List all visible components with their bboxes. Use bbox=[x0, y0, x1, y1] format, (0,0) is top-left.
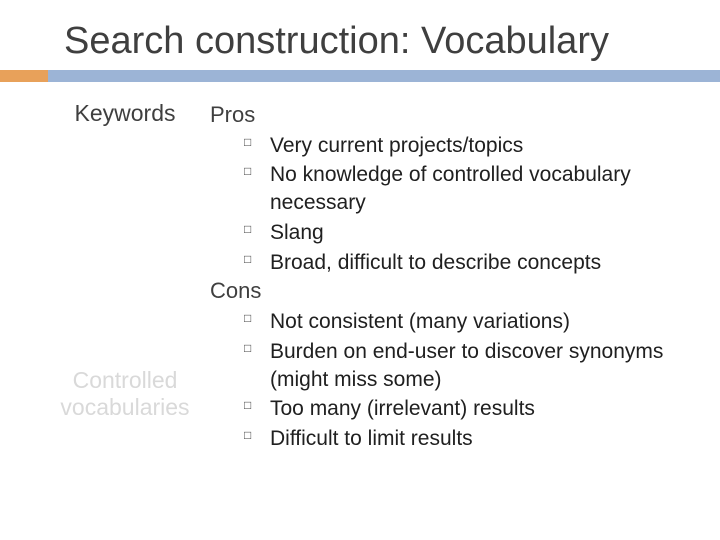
underline-orange bbox=[0, 70, 48, 82]
cons-list: Not consistent (many variations) Burden … bbox=[210, 308, 690, 453]
left-column: Keywords Controlled vocabularies bbox=[0, 100, 210, 455]
left-item-keywords: Keywords bbox=[50, 100, 200, 127]
title-underline bbox=[0, 70, 720, 82]
list-item: Burden on end-user to discover synonyms … bbox=[244, 338, 690, 393]
left-spacer bbox=[50, 127, 200, 367]
list-item: Very current projects/topics bbox=[244, 132, 690, 160]
list-item: No knowledge of controlled vocabulary ne… bbox=[244, 161, 690, 216]
right-column: Pros Very current projects/topics No kno… bbox=[210, 100, 720, 455]
list-item: Slang bbox=[244, 219, 690, 247]
slide-title: Search construction: Vocabulary bbox=[64, 20, 680, 64]
slide: Search construction: Vocabulary Keywords… bbox=[0, 0, 720, 540]
list-item: Too many (irrelevant) results bbox=[244, 395, 690, 423]
title-block: Search construction: Vocabulary bbox=[0, 20, 720, 64]
left-item-controlled-vocabularies: Controlled vocabularies bbox=[50, 367, 200, 421]
list-item: Not consistent (many variations) bbox=[244, 308, 690, 336]
list-item: Difficult to limit results bbox=[244, 425, 690, 453]
pros-list: Very current projects/topics No knowledg… bbox=[210, 132, 690, 277]
cons-heading: Cons bbox=[210, 278, 690, 304]
body: Keywords Controlled vocabularies Pros Ve… bbox=[0, 100, 720, 455]
list-item: Broad, difficult to describe concepts bbox=[244, 249, 690, 277]
underline-blue bbox=[48, 70, 720, 82]
pros-heading: Pros bbox=[210, 102, 690, 128]
